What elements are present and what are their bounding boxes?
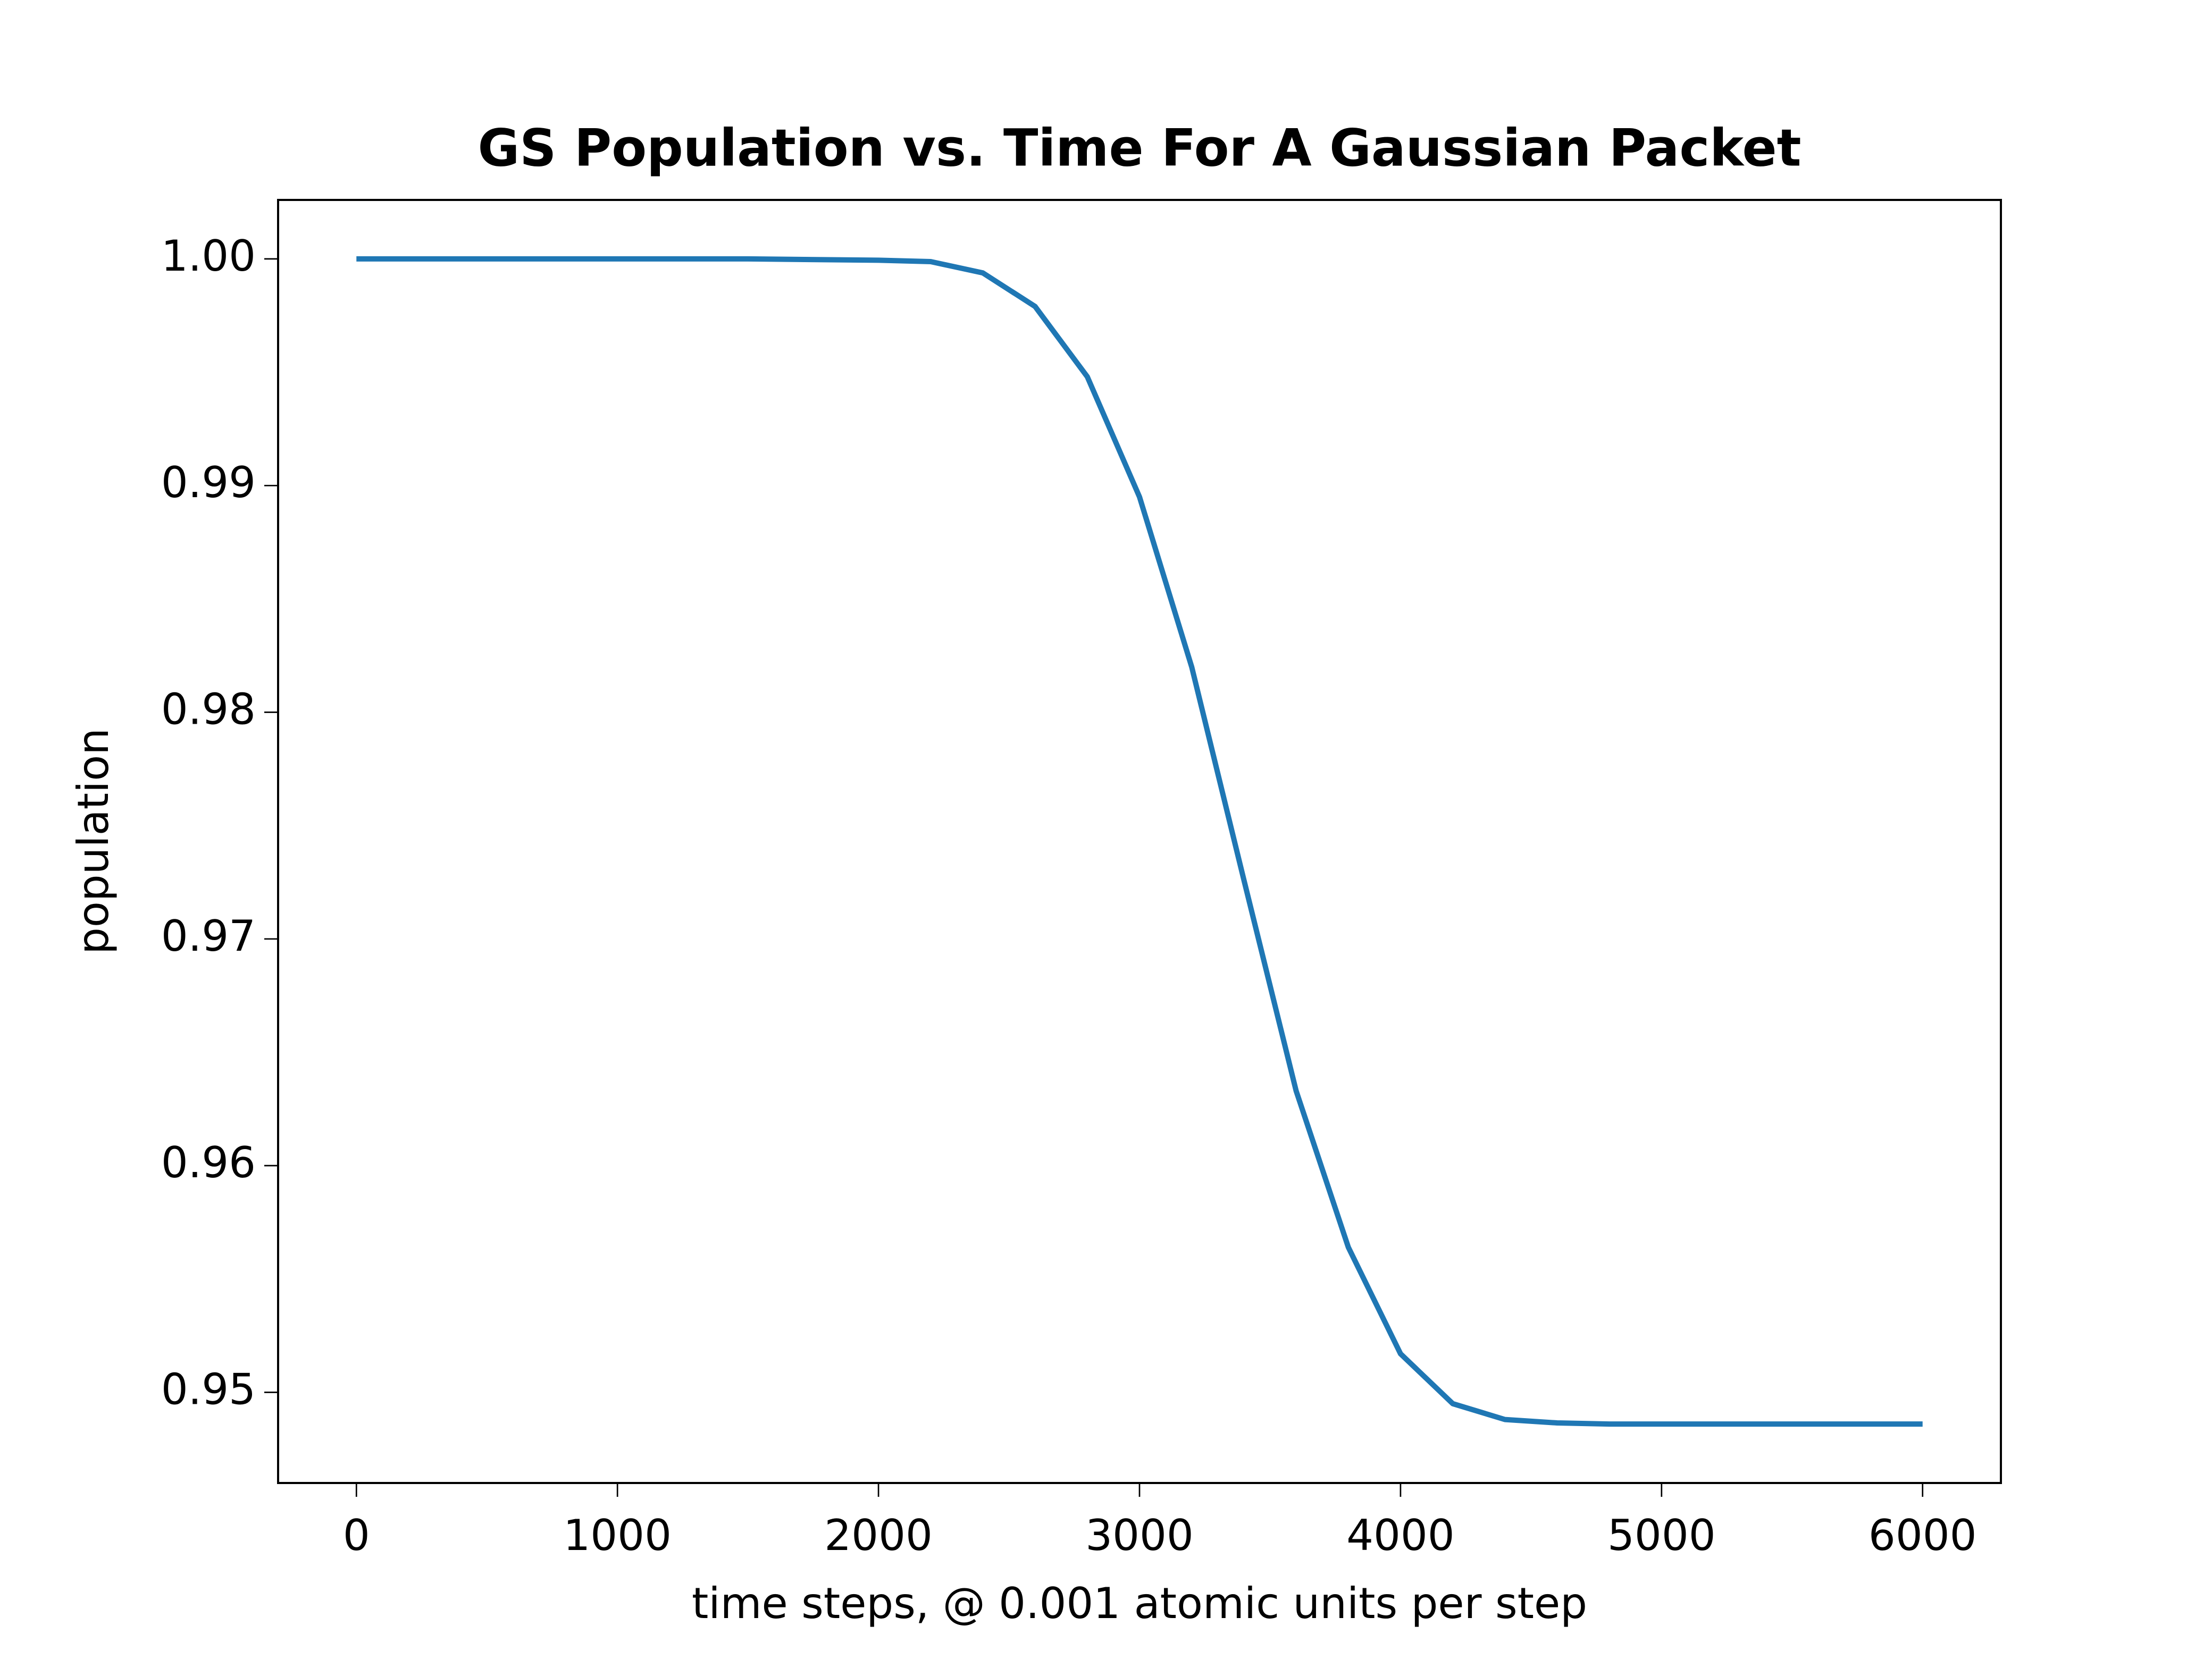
x-tick-label: 0 [343,1511,370,1560]
chart-title: GS Population vs. Time For A Gaussian Pa… [477,118,1801,178]
x-tick-label: 3000 [1085,1511,1194,1560]
x-tick-label: 2000 [824,1511,933,1560]
y-tick-label: 0.95 [161,1364,256,1414]
y-tick-label: 0.99 [161,458,256,507]
x-tick-label: 1000 [563,1511,672,1560]
y-tick-label: 0.98 [161,684,256,734]
data-line [356,256,1923,1427]
x-tick-label: 4000 [1346,1511,1455,1560]
y-tick-label: 1.00 [161,231,256,281]
plot-frame [277,199,2002,1484]
y-tick-label: 0.96 [161,1138,256,1187]
x-tick-label: 5000 [1607,1511,1716,1560]
y-axis-label: population [69,728,118,954]
x-tick-label: 6000 [1869,1511,1977,1560]
y-tick-label: 0.97 [161,911,256,961]
x-axis-label: time steps, @ 0.001 atomic units per ste… [692,1579,1587,1628]
